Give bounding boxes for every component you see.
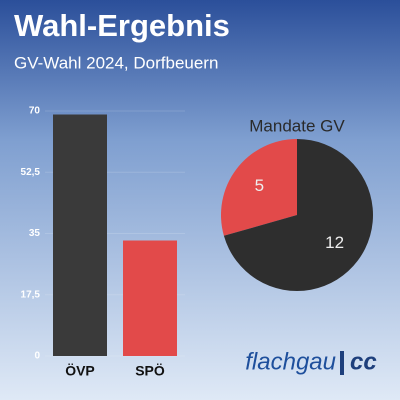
logo-bar	[340, 351, 344, 375]
page-title: Wahl-Ergebnis	[14, 8, 230, 43]
bar	[123, 240, 177, 356]
slice-label: 12	[325, 233, 344, 252]
page-subtitle: GV-Wahl 2024, Dorfbeuern	[14, 53, 218, 72]
y-tick-label: 52,5	[21, 167, 41, 178]
slice-label: 5	[255, 176, 264, 195]
y-tick-label: 70	[29, 106, 41, 117]
pie-slice	[223, 139, 373, 291]
y-tick-label: 35	[29, 228, 41, 239]
logo-text: flachgau	[245, 348, 336, 375]
y-tick-label: 17,5	[21, 289, 41, 300]
x-tick-label: ÖVP	[65, 363, 95, 379]
x-tick-label: SPÖ	[135, 363, 165, 379]
logo-suffix: cc	[350, 348, 377, 375]
pie-slice	[220, 139, 297, 236]
y-tick-label: 0	[34, 351, 40, 362]
bar	[53, 114, 107, 356]
pie-title: Mandate GV	[249, 116, 345, 135]
